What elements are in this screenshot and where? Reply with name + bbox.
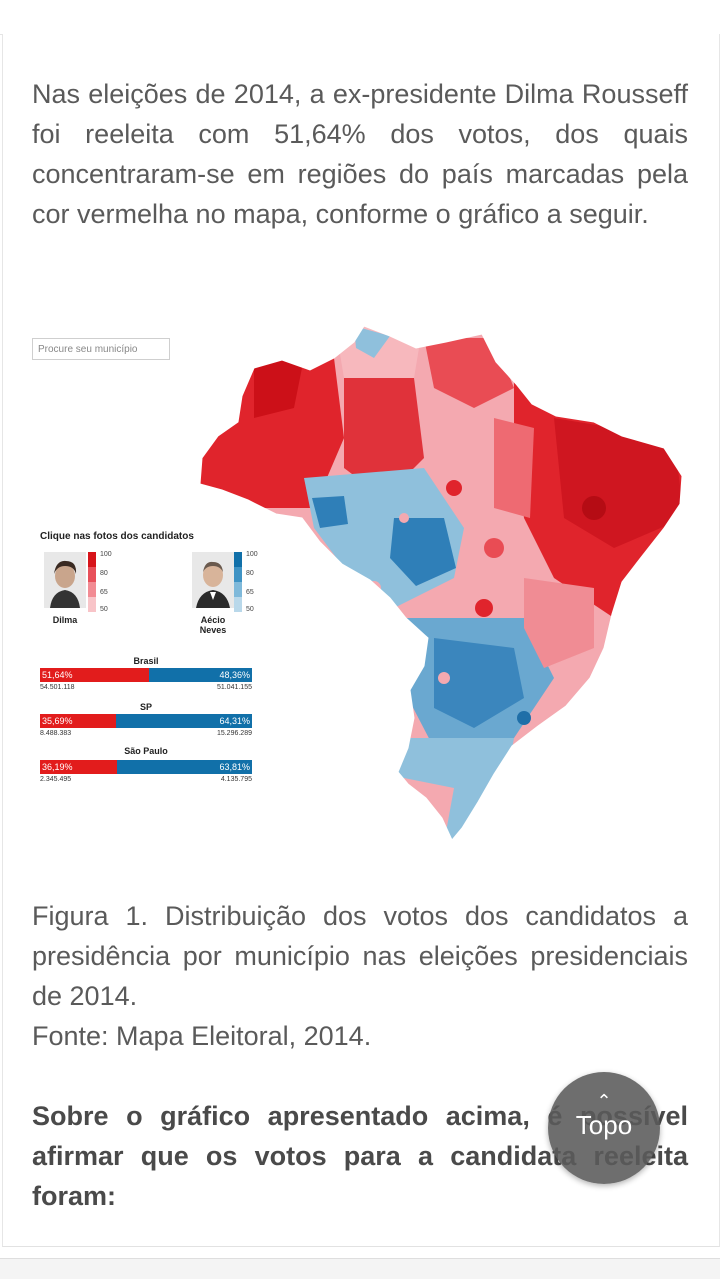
brazil-vote-map[interactable] — [194, 318, 694, 843]
scale-tick: 50 — [246, 606, 254, 613]
figure-source: Fonte: Mapa Eleitoral, 2014. — [32, 1021, 372, 1051]
scale-tick: 100 — [100, 551, 112, 558]
legend-title: Clique nas fotos dos candidatos — [40, 531, 194, 542]
scale-tick: 80 — [246, 570, 254, 577]
result-left-votes: 8.488.383 — [40, 730, 72, 737]
election-map-figure: Procure seu município Clique nas fotos d… — [24, 318, 702, 848]
scale-tick: 65 — [246, 589, 254, 596]
result-right-votes: 51.041.155 — [216, 684, 252, 691]
aecio-name: Aécio Neves — [199, 615, 227, 635]
aecio-photo[interactable] — [192, 552, 234, 608]
result-left-pct: 36,19% — [40, 760, 117, 774]
municipality-search-input[interactable]: Procure seu município — [32, 338, 170, 360]
result-right-votes: 4.135.795 — [220, 776, 252, 783]
result-left-votes: 2.345.495 — [40, 776, 72, 783]
scale-tick: 80 — [100, 570, 108, 577]
result-region-label: SP — [139, 702, 152, 712]
aecio-color-scale — [234, 552, 242, 612]
intro-paragraph: Nas eleições de 2014, a ex-presidente Di… — [32, 79, 688, 229]
result-left-pct: 51,64% — [40, 668, 150, 682]
scroll-top-label: Topo — [575, 1110, 633, 1140]
result-left-votes: 54.501.118 — [40, 684, 75, 691]
scale-tick: 50 — [100, 606, 108, 613]
result-bar: 36,19% 63,81% — [40, 760, 252, 774]
dilma-name: Dilma — [52, 615, 78, 625]
result-bar: 51,64% 48,36% — [40, 668, 252, 682]
result-right-votes: 15.296.289 — [216, 730, 252, 737]
result-left-pct: 35,69% — [40, 714, 116, 728]
bottom-strip — [0, 1258, 720, 1279]
result-region-label: São Paulo — [124, 746, 168, 756]
scale-tick: 65 — [100, 589, 108, 596]
result-bar: 35,69% 64,31% — [40, 714, 252, 728]
top-strip — [0, 0, 720, 35]
result-right-pct: 64,31% — [115, 714, 252, 728]
result-right-pct: 48,36% — [149, 668, 252, 682]
chevron-up-icon: ⌃ — [596, 1091, 612, 1111]
scale-tick: 100 — [246, 551, 258, 558]
figure-caption: Figura 1. Distribuição dos votos dos can… — [32, 901, 688, 1011]
dilma-photo[interactable] — [44, 552, 86, 608]
result-region-label: Brasil — [133, 656, 159, 666]
scroll-top-button[interactable]: ⌃ Topo — [548, 1072, 660, 1184]
result-right-pct: 63,81% — [116, 760, 252, 774]
dilma-color-scale — [88, 552, 96, 612]
